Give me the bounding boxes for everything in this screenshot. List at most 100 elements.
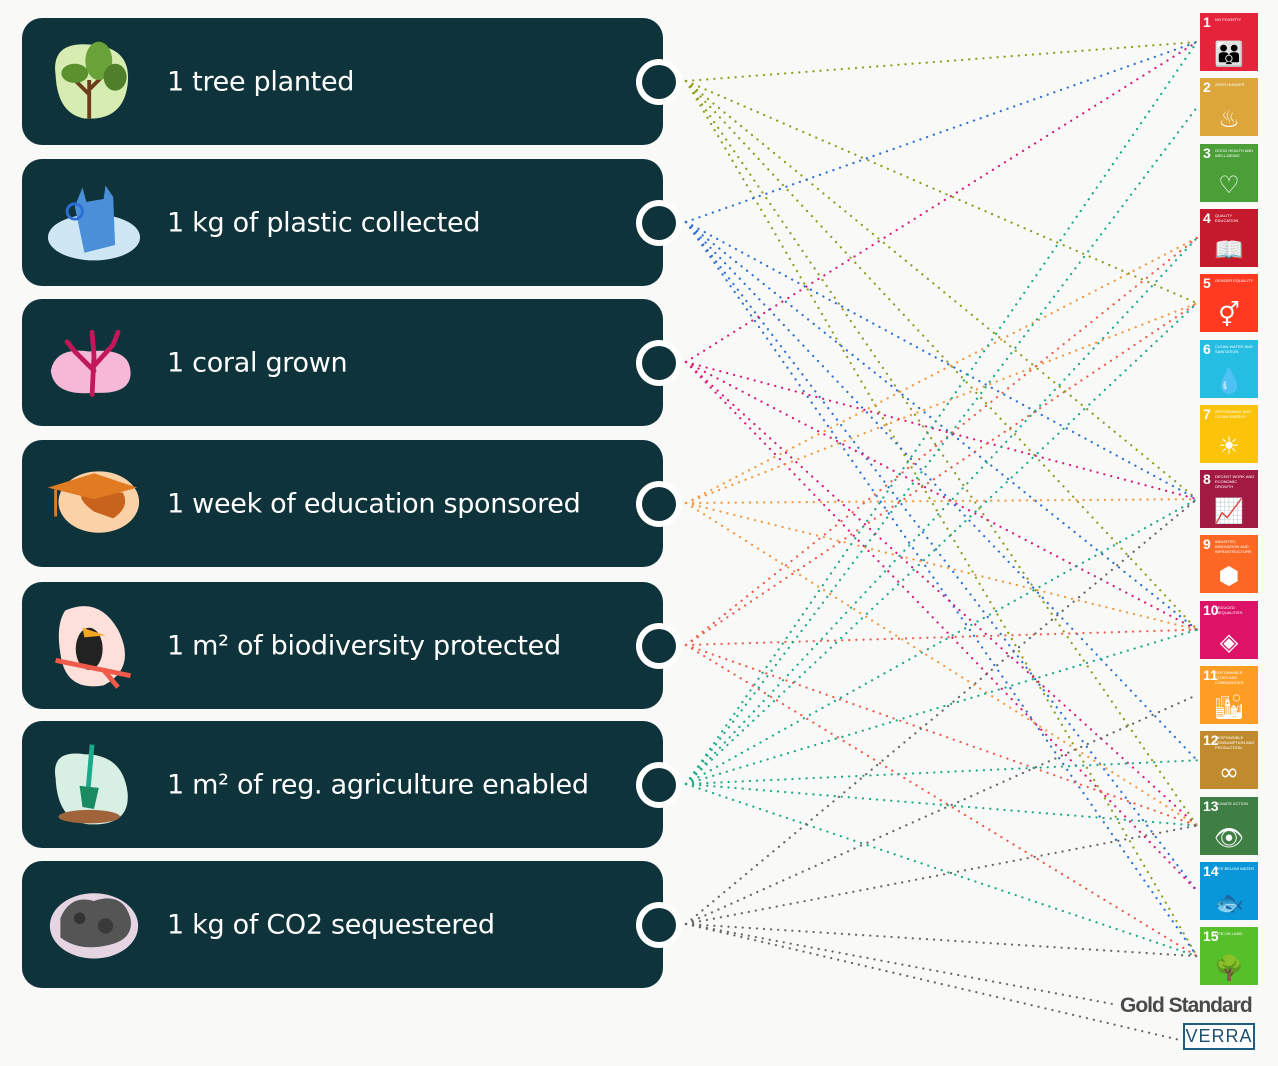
sdg-title: Climate action bbox=[1215, 800, 1249, 806]
connection-line bbox=[684, 40, 1199, 364]
connection-line bbox=[684, 501, 1199, 827]
connection-line bbox=[684, 79, 1199, 631]
sdg-number: 3 bbox=[1203, 144, 1211, 161]
connection-line bbox=[684, 693, 1199, 926]
sdg-tile-3: 3 Good health and well-being ♡ bbox=[1200, 143, 1258, 202]
sdg-title: Good health and well-being bbox=[1215, 147, 1254, 158]
water-icon: 💧 bbox=[1214, 366, 1244, 395]
connection-line bbox=[684, 302, 1199, 647]
tree-birds-icon: 🌳 bbox=[1214, 954, 1244, 983]
connection-line bbox=[684, 360, 1199, 827]
sdg-tile-2: 2 Zero hunger ♨ bbox=[1200, 78, 1258, 137]
sdg-tile-4: 4 Quality education 📖 bbox=[1200, 208, 1258, 267]
sdg-number: 5 bbox=[1203, 275, 1211, 292]
sun-power-icon: ☀ bbox=[1218, 431, 1240, 460]
sdg-tile-10: 10 Reduced inequalities ◈ bbox=[1200, 600, 1258, 659]
impact-card: 1 coral grown bbox=[22, 299, 682, 426]
connection-line bbox=[684, 782, 1199, 958]
sdg-tile-6: 6 Clean water and sanitation 💧 bbox=[1200, 339, 1258, 398]
sdg-number: 7 bbox=[1203, 405, 1211, 422]
impact-label: 1 kg of CO2 sequestered bbox=[167, 909, 495, 940]
connection-line bbox=[684, 782, 1199, 827]
sdg-tile-5: 5 Gender equality ⚥ bbox=[1200, 274, 1258, 333]
connector-node bbox=[636, 58, 682, 105]
impact-card: 1 kg of plastic collected bbox=[22, 159, 682, 286]
sdg-tile-7: 7 Affordable and clean energy ☀ bbox=[1200, 404, 1258, 463]
sdg-tile-12: 12 Responsible consumption and productio… bbox=[1200, 731, 1258, 790]
sdg-tile-11: 11 Sustainable cities and communities 🏙 bbox=[1200, 666, 1258, 724]
impact-card: 1 kg of CO2 sequestered bbox=[22, 861, 682, 988]
connection-line bbox=[684, 79, 1199, 305]
impact-label: 1 coral grown bbox=[167, 347, 348, 378]
connection-line bbox=[684, 643, 1199, 958]
connector-node bbox=[636, 901, 682, 948]
sdg-title: Clean water and sanitation bbox=[1215, 343, 1253, 354]
connection-line bbox=[684, 498, 1199, 505]
connection-line bbox=[684, 106, 1199, 786]
verra-logo: VERRA bbox=[1183, 1023, 1255, 1050]
connector-node bbox=[636, 199, 682, 246]
rock-icon bbox=[49, 893, 139, 959]
connector-node bbox=[636, 622, 682, 669]
sdg-tile-9: 9 Industry, innovation and infrastructur… bbox=[1200, 535, 1258, 594]
connector-node bbox=[636, 339, 682, 386]
sdg-number: 12 bbox=[1203, 732, 1219, 749]
connection-line bbox=[684, 302, 1199, 505]
cubes-icon: ⬢ bbox=[1218, 562, 1240, 591]
sdg-number: 2 bbox=[1203, 79, 1211, 96]
connection-line bbox=[684, 498, 1199, 786]
sdg-number: 1 bbox=[1203, 14, 1211, 30]
heartbeat-icon: ♡ bbox=[1218, 170, 1240, 199]
connection-line bbox=[684, 922, 1199, 958]
connection-line bbox=[684, 628, 1199, 647]
connection-line bbox=[684, 302, 1199, 786]
impact-card: 1 m² of biodiversity protected bbox=[22, 582, 682, 709]
connection-line bbox=[684, 643, 1199, 827]
sdg-number: 11 bbox=[1203, 667, 1218, 683]
connection-line bbox=[684, 79, 1199, 501]
sdg-tile-1: 1 No poverty 👪 bbox=[1200, 13, 1258, 71]
connection-line bbox=[684, 220, 1199, 631]
sdg-title: Industry, innovation and infrastructure bbox=[1215, 539, 1252, 555]
connection-line bbox=[684, 922, 1120, 1007]
sdg-number: 10 bbox=[1203, 601, 1219, 618]
sdg-title: Reduced inequalities bbox=[1215, 604, 1243, 615]
sdg-tile-14: 14 Life below water 🐟 bbox=[1200, 861, 1258, 920]
people-icon: 👪 bbox=[1214, 40, 1244, 68]
impact-label: 1 week of education sponsored bbox=[167, 488, 581, 519]
sdg-number: 15 bbox=[1203, 928, 1219, 945]
sdg-title: Life on land bbox=[1215, 931, 1243, 937]
connection-line bbox=[684, 220, 1199, 958]
sdg-number: 13 bbox=[1203, 797, 1219, 814]
connection-line bbox=[684, 236, 1199, 647]
sdg-title: No poverty bbox=[1215, 17, 1242, 22]
coral-icon bbox=[50, 329, 131, 398]
city-icon: 🏙 bbox=[1213, 693, 1245, 721]
impact-label: 1 m² of reg. agriculture enabled bbox=[167, 769, 589, 800]
growth-chart-icon: 📈 bbox=[1214, 497, 1244, 526]
connection-line bbox=[684, 40, 1199, 224]
fish-icon: 🐟 bbox=[1214, 888, 1244, 917]
connection-line bbox=[684, 79, 1199, 958]
connection-line bbox=[684, 40, 1199, 786]
connection-line bbox=[684, 220, 1199, 501]
impact-label: 1 tree planted bbox=[167, 66, 355, 97]
sdg-title: Decent work and economic growth bbox=[1215, 474, 1255, 490]
connection-line bbox=[684, 922, 1182, 1042]
sdg-title: Responsible consumption and production bbox=[1215, 735, 1255, 751]
sdg-title: Quality education bbox=[1215, 212, 1239, 223]
connection-line bbox=[684, 759, 1199, 786]
impact-label: 1 kg of plastic collected bbox=[167, 207, 481, 238]
connection-line bbox=[684, 220, 1199, 762]
sdg-tile-15: 15 Life on land 🌳 bbox=[1200, 927, 1258, 986]
impact-card: 1 m² of reg. agriculture enabled bbox=[22, 721, 682, 848]
sdg-number: 4 bbox=[1203, 209, 1211, 226]
connection-line bbox=[684, 40, 1199, 83]
gold-standard-logo: Gold Standard bbox=[1120, 994, 1253, 1017]
connection-line bbox=[684, 501, 1199, 631]
sdg-number: 8 bbox=[1203, 471, 1211, 488]
connector-node bbox=[636, 480, 682, 527]
impact-label: 1 m² of biodiversity protected bbox=[167, 630, 561, 661]
tree-icon bbox=[55, 41, 129, 119]
connection-line bbox=[684, 824, 1199, 926]
